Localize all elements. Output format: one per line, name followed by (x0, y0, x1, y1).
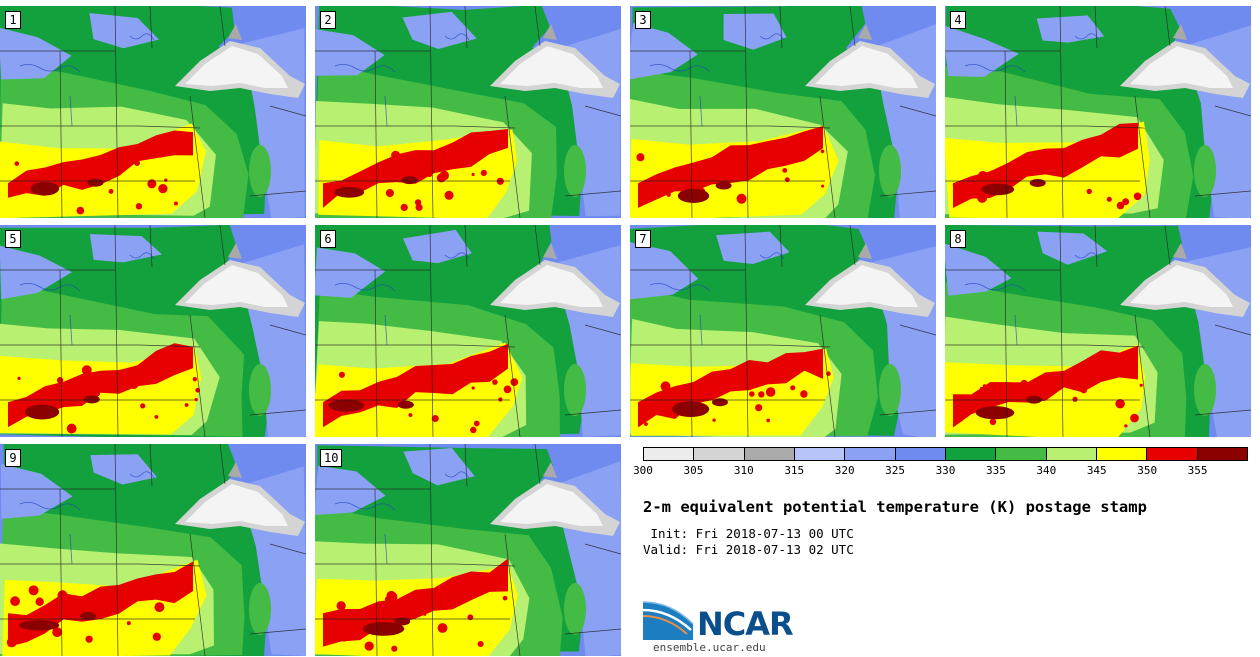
colorbar: 300 305 310 315 320 325 330 335 340 345 350 355 (633, 447, 1248, 481)
panel-member-number: 8 (950, 230, 966, 248)
ensemble-member-panel[interactable]: 10 (315, 444, 621, 656)
init-time: Init: Fri 2018-07-13 00 UTC (643, 526, 854, 541)
colorbar-segment (694, 448, 745, 460)
colorbar-tick-label: 350 (1137, 464, 1158, 477)
panel-member-number: 7 (635, 230, 651, 248)
colorbar-segment (794, 448, 846, 460)
ensemble-member-panel[interactable]: 5 (0, 225, 306, 437)
ensemble-member-panel[interactable]: 6 (315, 225, 621, 437)
colorbar-tick-label: 345 (1086, 464, 1107, 477)
colorbar-segment (895, 448, 946, 460)
ensemble-member-panel[interactable]: 8 (945, 225, 1251, 437)
colorbar-segment (945, 448, 997, 460)
panel-member-number: 4 (950, 11, 966, 29)
theta-e-map (630, 6, 936, 218)
ensemble-member-panel[interactable]: 2 (315, 6, 621, 218)
colorbar-tick-label: 330 (935, 464, 956, 477)
colorbar-tick-label: 335 (985, 464, 1006, 477)
valid-time: Valid: Fri 2018-07-13 02 UTC (643, 542, 854, 557)
panel-member-number: 2 (320, 11, 336, 29)
colorbar-tick-label: 315 (784, 464, 805, 477)
colorbar-tick-label: 320 (834, 464, 855, 477)
panel-member-number: 3 (635, 11, 651, 29)
theta-e-map (0, 444, 306, 656)
theta-e-map (315, 6, 621, 218)
colorbar-tick-label: 305 (683, 464, 704, 477)
ensemble-member-panel[interactable]: 9 (0, 444, 306, 656)
colorbar-tick-label: 300 (633, 464, 653, 477)
panel-member-number: 10 (320, 449, 343, 467)
colorbar-tick-label: 310 (733, 464, 754, 477)
theta-e-map (630, 225, 936, 437)
colorbar-segment (744, 448, 795, 460)
ensemble-member-panel[interactable]: 4 (945, 6, 1251, 218)
colorbar-tick-labels: 300 305 310 315 320 325 330 335 340 345 350 355 (633, 464, 1248, 480)
ensemble-member-panel[interactable]: 3 (630, 6, 936, 218)
chart-title: 2-m equivalent potential temperature (K)… (643, 498, 1147, 516)
theta-e-map (315, 225, 621, 437)
ensemble-member-panel[interactable]: 1 (0, 6, 306, 218)
colorbar-segment (1147, 448, 1198, 460)
panel-member-number: 6 (320, 230, 336, 248)
theta-e-map (0, 225, 306, 437)
colorbar-segment (845, 448, 896, 460)
panel-member-number: 1 (5, 11, 21, 29)
panel-member-number: 9 (5, 449, 21, 467)
colorbar-segment (1096, 448, 1148, 460)
ncar-swoosh-icon (642, 601, 694, 640)
ncar-logo[interactable]: NCAR ensemble.ucar.edu (642, 600, 803, 655)
theta-e-map (315, 444, 621, 656)
colorbar-tick-label: 325 (885, 464, 906, 477)
theta-e-map (0, 6, 306, 218)
colorbar-tick-label: 340 (1036, 464, 1057, 477)
theta-e-map (945, 6, 1251, 218)
colorbar-segment (996, 448, 1047, 460)
colorbar-segment (644, 448, 695, 460)
ensemble-url[interactable]: ensemble.ucar.edu (653, 641, 766, 654)
theta-e-map (945, 225, 1251, 437)
colorbar-segment (1197, 448, 1247, 460)
colorbar-bar (643, 447, 1248, 461)
ensemble-member-panel[interactable]: 7 (630, 225, 936, 437)
colorbar-tick-label: 355 (1187, 464, 1208, 477)
colorbar-segment (1046, 448, 1097, 460)
panel-member-number: 5 (5, 230, 21, 248)
ncar-wordmark: NCAR (697, 605, 794, 643)
